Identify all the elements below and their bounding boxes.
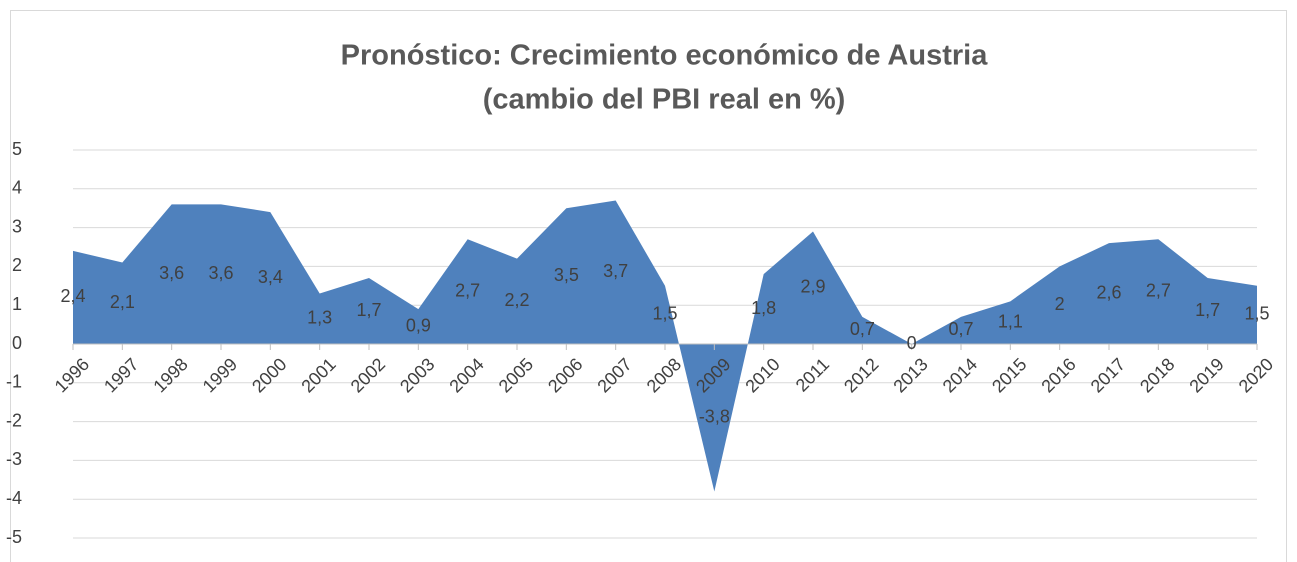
- data-label: 2,4: [60, 286, 85, 306]
- y-tick-label: -1: [6, 372, 22, 392]
- chart-title: Pronóstico: Crecimiento económico de Aus…: [341, 40, 989, 72]
- data-label: 0,7: [948, 319, 973, 339]
- data-label: 1,7: [356, 300, 381, 320]
- data-label: 3,7: [603, 261, 628, 281]
- data-label: 1,5: [1244, 304, 1269, 324]
- data-label: 2: [1055, 294, 1065, 314]
- data-label: 3,6: [208, 263, 233, 283]
- data-label: 0,7: [850, 319, 875, 339]
- data-label: 2,1: [110, 292, 135, 312]
- data-label: 3,6: [159, 263, 184, 283]
- data-label: 2,2: [504, 290, 529, 310]
- data-label: 3,5: [554, 265, 579, 285]
- data-label: 1,7: [1195, 300, 1220, 320]
- data-label: 2,7: [455, 280, 480, 300]
- y-tick-label: -4: [6, 488, 22, 508]
- y-tick-label: -5: [6, 527, 22, 547]
- y-tick-label: 4: [12, 178, 22, 198]
- y-tick-label: -2: [6, 410, 22, 430]
- data-label: 2,7: [1146, 280, 1171, 300]
- chart-title: (cambio del PBI real en %): [483, 84, 846, 116]
- data-label: -3,8: [699, 406, 730, 426]
- y-tick-label: 1: [12, 294, 22, 314]
- data-label: 3,4: [258, 267, 283, 287]
- y-tick-label: 0: [12, 333, 22, 353]
- data-label: 1,5: [652, 304, 677, 324]
- data-label: 0,9: [406, 315, 431, 335]
- data-label: 2,9: [800, 276, 825, 296]
- y-tick-label: 2: [12, 255, 22, 275]
- data-label: 1,8: [751, 298, 776, 318]
- data-label: 2,6: [1096, 282, 1121, 302]
- y-tick-label: -3: [6, 449, 22, 469]
- data-label: 0: [907, 333, 917, 353]
- area: [73, 200, 1257, 492]
- y-tick-label: 3: [12, 216, 22, 236]
- data-label: 1,3: [307, 308, 332, 328]
- y-tick-label: 5: [12, 139, 22, 159]
- data-label: 1,1: [998, 311, 1023, 331]
